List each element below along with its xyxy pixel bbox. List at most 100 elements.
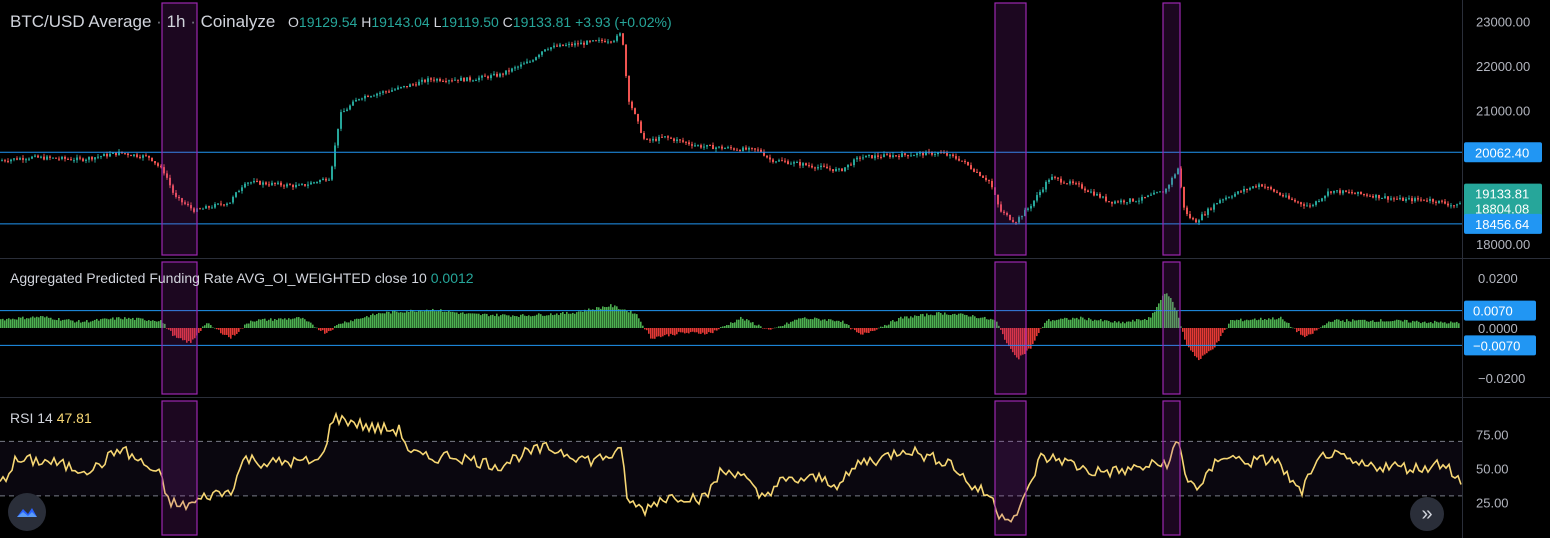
histogram-bar: [186, 328, 188, 343]
interval[interactable]: 1h: [166, 12, 186, 31]
histogram-bar: [272, 320, 274, 328]
highlight-rectangle[interactable]: [1162, 2, 1181, 256]
candle-body: [1336, 190, 1338, 192]
price-tag-label: 18804.08: [1475, 201, 1529, 216]
candle: [1300, 201, 1302, 207]
highlight-rectangle[interactable]: [161, 400, 198, 536]
candle-body: [1060, 178, 1062, 183]
candle-body: [856, 157, 858, 160]
candle: [1024, 207, 1026, 217]
candle-body: [418, 81, 420, 86]
histogram-bar: [164, 323, 166, 328]
candle-body: [1174, 174, 1176, 178]
histogram-bar: [1054, 320, 1056, 328]
tradingview-logo-icon[interactable]: [8, 493, 46, 531]
histogram-bar: [1442, 322, 1444, 328]
histogram-bar: [1096, 320, 1098, 328]
histogram-bar: [160, 320, 162, 328]
candle-body: [142, 155, 144, 158]
symbol-name[interactable]: BTC/USD Average: [10, 12, 152, 31]
price-pane[interactable]: [0, 32, 1462, 226]
candle: [1306, 202, 1308, 207]
histogram-bar: [448, 310, 450, 328]
histogram-bar: [336, 325, 338, 328]
funding-indicator-label[interactable]: Aggregated Predicted Funding Rate AVG_OI…: [10, 270, 427, 286]
candle: [679, 139, 681, 143]
candle-body: [943, 152, 945, 154]
histogram-bar: [740, 316, 742, 328]
candle: [1039, 189, 1041, 198]
level-tag[interactable]: 0.0070: [1464, 300, 1536, 321]
histogram-bar: [20, 317, 22, 328]
histogram-bar: [686, 328, 688, 333]
ohlc-values: O19129.54 H19143.04 L19119.50 C19133.81 …: [288, 14, 672, 30]
histogram-bar: [26, 318, 28, 328]
histogram-bar: [1270, 319, 1272, 328]
histogram-bar: [1150, 317, 1152, 328]
candle-body: [61, 156, 63, 159]
candle-body: [892, 155, 894, 158]
candle-body: [478, 77, 480, 81]
histogram-bar: [1168, 296, 1170, 328]
candle: [439, 77, 441, 83]
histogram-bar: [1174, 307, 1176, 328]
histogram-bar: [634, 313, 636, 328]
highlight-rectangle[interactable]: [994, 400, 1027, 536]
histogram-bar: [1428, 322, 1430, 328]
candle-body: [712, 144, 714, 150]
histogram-bar: [1234, 320, 1236, 328]
candle-body: [1111, 201, 1113, 204]
price-tag-background: [1464, 198, 1542, 219]
candle: [124, 152, 126, 155]
histogram-bar: [1000, 328, 1002, 330]
candle: [1297, 200, 1299, 204]
highlight-rectangle[interactable]: [1162, 400, 1181, 536]
candle-body: [1039, 191, 1041, 196]
candle: [1072, 179, 1074, 185]
candle-body: [166, 173, 168, 178]
candle: [160, 164, 162, 169]
candle-body: [397, 87, 399, 90]
histogram-bar: [446, 311, 448, 328]
candle: [562, 44, 564, 47]
candle: [868, 154, 870, 158]
candle: [1444, 199, 1446, 205]
candle-body: [1018, 217, 1020, 223]
highlight-rectangle[interactable]: [1162, 261, 1181, 395]
rsi-pane[interactable]: [0, 411, 1462, 523]
candle-body: [508, 70, 510, 72]
price-tick-label: 22000.00: [1476, 59, 1530, 74]
highlight-rectangle[interactable]: [161, 2, 198, 256]
funding-rate-pane[interactable]: [0, 293, 1462, 361]
histogram-bar: [1422, 322, 1424, 328]
histogram-bar: [1302, 328, 1304, 336]
rsi-indicator-label[interactable]: RSI 14: [10, 410, 53, 426]
level-tag[interactable]: −0.0070: [1464, 335, 1536, 356]
histogram-bar: [1458, 323, 1460, 328]
histogram-bar: [1182, 328, 1184, 332]
histogram-bar: [1262, 320, 1264, 328]
price-tag[interactable]: 18804.08: [1464, 198, 1542, 219]
candle-body: [1183, 186, 1185, 208]
candle: [1357, 191, 1359, 197]
highlight-rectangle[interactable]: [161, 261, 198, 395]
histogram-bar: [700, 328, 702, 334]
highlight-rectangles[interactable]: [161, 2, 1181, 536]
double-chevron-right-icon[interactable]: »: [1410, 497, 1444, 531]
histogram-bar: [846, 324, 848, 328]
highlight-rectangle[interactable]: [994, 261, 1027, 395]
price-tag[interactable]: 20062.40: [1464, 142, 1542, 163]
histogram-bar: [588, 308, 590, 328]
histogram-bar: [688, 328, 690, 334]
price-tag-label: 20062.40: [1475, 145, 1529, 160]
candle: [658, 134, 660, 144]
candle-body: [163, 167, 165, 174]
histogram-bar: [520, 314, 522, 328]
candle-body: [868, 155, 870, 157]
price-tag[interactable]: 18456.64: [1464, 213, 1542, 234]
candle: [1159, 191, 1161, 193]
histogram-bar: [1048, 319, 1050, 328]
highlight-rectangle[interactable]: [994, 2, 1027, 256]
